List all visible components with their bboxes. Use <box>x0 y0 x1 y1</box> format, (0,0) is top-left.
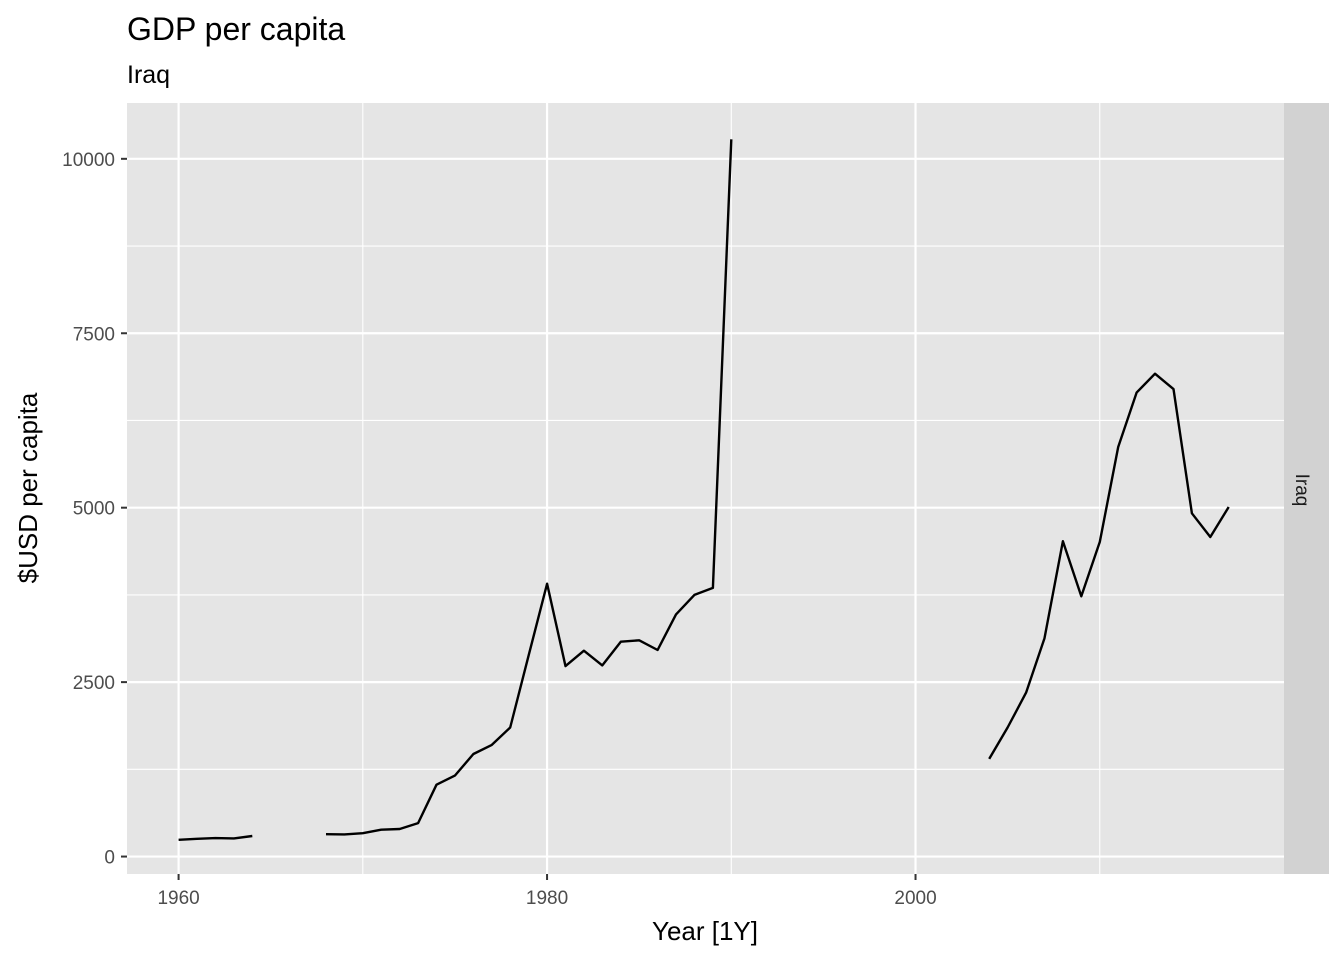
facet-strip <box>1284 103 1329 874</box>
chart-subtitle: Iraq <box>127 61 170 89</box>
chart-title: GDP per capita <box>127 11 345 47</box>
y-axis-title: $USD per capita <box>13 392 43 583</box>
x-tick-label: 1960 <box>157 888 199 909</box>
series-line-segment <box>325 139 733 836</box>
series-line-segment <box>988 372 1230 760</box>
x-tick-label: 2000 <box>894 888 936 909</box>
y-axis: 0 2500 5000 7500 10000 <box>62 150 127 869</box>
minor-gridlines <box>127 103 1284 874</box>
facet-strip-label: Iraq <box>1291 474 1312 507</box>
y-tick-label: 7500 <box>73 324 115 345</box>
series-line-segment <box>178 834 253 841</box>
x-axis-title: Year [1Y] <box>652 916 758 946</box>
x-tick-label: 1980 <box>526 888 568 909</box>
y-tick-label: 2500 <box>73 673 115 694</box>
major-gridlines <box>127 103 1284 874</box>
y-tick-label: 10000 <box>62 150 115 171</box>
plot-panel <box>127 103 1284 874</box>
series-layer <box>178 139 1230 841</box>
y-tick-label: 0 <box>104 848 115 869</box>
y-tick-label: 5000 <box>73 499 115 520</box>
x-axis: 1960 1980 2000 <box>157 874 937 909</box>
